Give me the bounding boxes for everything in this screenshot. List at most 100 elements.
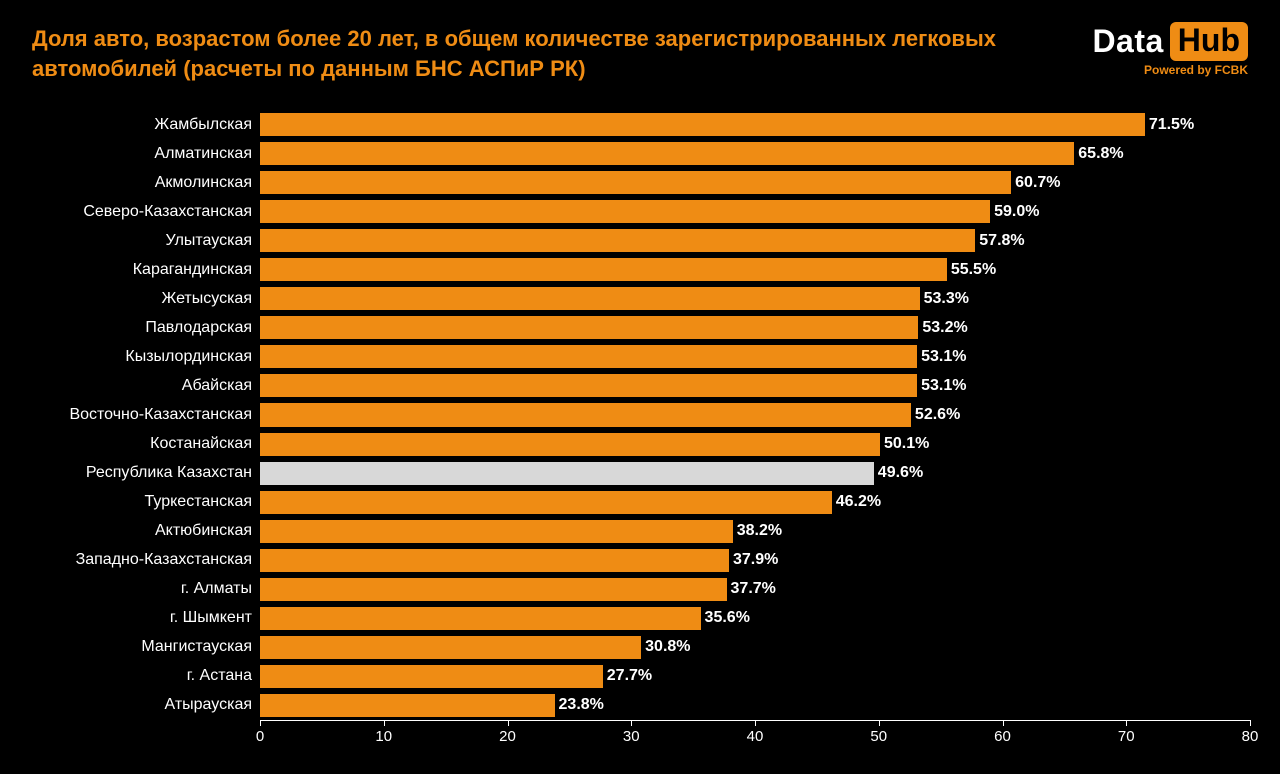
x-axis: 01020304050607080 (260, 720, 1250, 750)
bar-row: г. Алматы37.7% (260, 575, 1250, 604)
brand-logo-word2: Hub (1170, 22, 1248, 61)
bar-value-label: 60.7% (1015, 174, 1060, 192)
bar-category-label: Атырауская (165, 696, 253, 714)
x-axis-tick (1250, 720, 1251, 726)
x-axis-tick-label: 50 (870, 728, 887, 745)
x-axis-tick (755, 720, 756, 726)
bar-value-label: 30.8% (645, 638, 690, 656)
bar (260, 113, 1145, 136)
x-axis-tick-label: 20 (499, 728, 516, 745)
bar (260, 694, 555, 717)
x-axis-tick (260, 720, 261, 726)
brand-logo-word1: Data (1092, 23, 1163, 60)
bar (260, 462, 874, 485)
bar-value-label: 55.5% (951, 261, 996, 279)
x-axis-tick (1003, 720, 1004, 726)
bar-value-label: 27.7% (607, 667, 652, 685)
bar-category-label: г. Астана (187, 667, 252, 685)
x-axis-tick-label: 0 (256, 728, 264, 745)
bar-category-label: Жамбылская (154, 116, 252, 134)
x-axis-tick (631, 720, 632, 726)
x-axis-tick-label: 80 (1242, 728, 1259, 745)
chart-root: Доля авто, возрастом более 20 лет, в общ… (0, 0, 1280, 774)
bar-category-label: Улытауская (165, 232, 252, 250)
bar-category-label: г. Шымкент (170, 609, 252, 627)
bar-row: Карагандинская55.5% (260, 255, 1250, 284)
x-axis-tick-label: 70 (1118, 728, 1135, 745)
bar-row: г. Шымкент35.6% (260, 604, 1250, 633)
x-axis-tick-label: 30 (623, 728, 640, 745)
bar-row: Кызылординская53.1% (260, 342, 1250, 371)
bar-row: Туркестанская46.2% (260, 488, 1250, 517)
brand-logo-main: Data Hub (1092, 22, 1248, 61)
bar (260, 200, 990, 223)
bar (260, 520, 733, 543)
bar-row: Республика Казахстан49.6% (260, 459, 1250, 488)
bar-category-label: Северо-Казахстанская (83, 203, 252, 221)
bar-row: Акмолинская60.7% (260, 168, 1250, 197)
bar-category-label: Республика Казахстан (86, 464, 252, 482)
bar-row: г. Астана27.7% (260, 662, 1250, 691)
bar-row: Жетысуская53.3% (260, 284, 1250, 313)
bar-category-label: Алматинская (154, 145, 252, 163)
bar-row: Костанайская50.1% (260, 430, 1250, 459)
bar-chart: Жамбылская71.5%Алматинская65.8%Акмолинск… (0, 110, 1280, 750)
bar-row: Жамбылская71.5% (260, 110, 1250, 139)
bar (260, 142, 1074, 165)
bar-row: Восточно-Казахстанская52.6% (260, 400, 1250, 429)
bar-category-label: Мангистауская (141, 638, 252, 656)
bar (260, 433, 880, 456)
bar (260, 171, 1011, 194)
bar-value-label: 53.1% (921, 377, 966, 395)
brand-logo: Data Hub Powered by FCBK (1092, 22, 1248, 77)
bar-value-label: 50.1% (884, 435, 929, 453)
bar (260, 258, 947, 281)
bar-category-label: Актюбинская (155, 522, 252, 540)
bar-row: Алматинская65.8% (260, 139, 1250, 168)
bar-value-label: 37.9% (733, 551, 778, 569)
bar (260, 607, 701, 630)
bar-value-label: 53.2% (922, 319, 967, 337)
bar-value-label: 65.8% (1078, 145, 1123, 163)
bar-row: Актюбинская38.2% (260, 517, 1250, 546)
bar-category-label: Туркестанская (145, 493, 252, 511)
bar-category-label: Костанайская (150, 435, 252, 453)
plot-area: Жамбылская71.5%Алматинская65.8%Акмолинск… (260, 110, 1250, 720)
bar-row: Западно-Казахстанская37.9% (260, 546, 1250, 575)
bar (260, 374, 917, 397)
bar (260, 316, 918, 339)
x-axis-tick (384, 720, 385, 726)
bar-value-label: 59.0% (994, 203, 1039, 221)
bar-category-label: г. Алматы (181, 580, 252, 598)
bar (260, 578, 727, 601)
bar-row: Абайская53.1% (260, 371, 1250, 400)
bar (260, 549, 729, 572)
bar-value-label: 57.8% (979, 232, 1024, 250)
bar-value-label: 52.6% (915, 406, 960, 424)
bar-row: Павлодарская53.2% (260, 313, 1250, 342)
bar-category-label: Кызылординская (125, 348, 252, 366)
bar-row: Северо-Казахстанская59.0% (260, 197, 1250, 226)
bar-category-label: Акмолинская (155, 174, 252, 192)
x-axis-tick (508, 720, 509, 726)
bar-value-label: 35.6% (705, 609, 750, 627)
x-axis-tick (1126, 720, 1127, 726)
bar (260, 636, 641, 659)
bar (260, 403, 911, 426)
bar-value-label: 23.8% (559, 696, 604, 714)
x-axis-tick-label: 10 (375, 728, 392, 745)
bar-row: Улытауская57.8% (260, 226, 1250, 255)
brand-logo-subtitle: Powered by FCBK (1092, 63, 1248, 77)
x-axis-tick (879, 720, 880, 726)
bar-value-label: 37.7% (731, 580, 776, 598)
bar (260, 665, 603, 688)
bar-category-label: Павлодарская (145, 319, 252, 337)
bar (260, 229, 975, 252)
bar-value-label: 49.6% (878, 464, 923, 482)
x-axis-tick-label: 60 (994, 728, 1011, 745)
bar-row: Атырауская23.8% (260, 691, 1250, 720)
bar-category-label: Карагандинская (133, 261, 252, 279)
bar-category-label: Абайская (182, 377, 252, 395)
bar-value-label: 71.5% (1149, 116, 1194, 134)
bar (260, 491, 832, 514)
